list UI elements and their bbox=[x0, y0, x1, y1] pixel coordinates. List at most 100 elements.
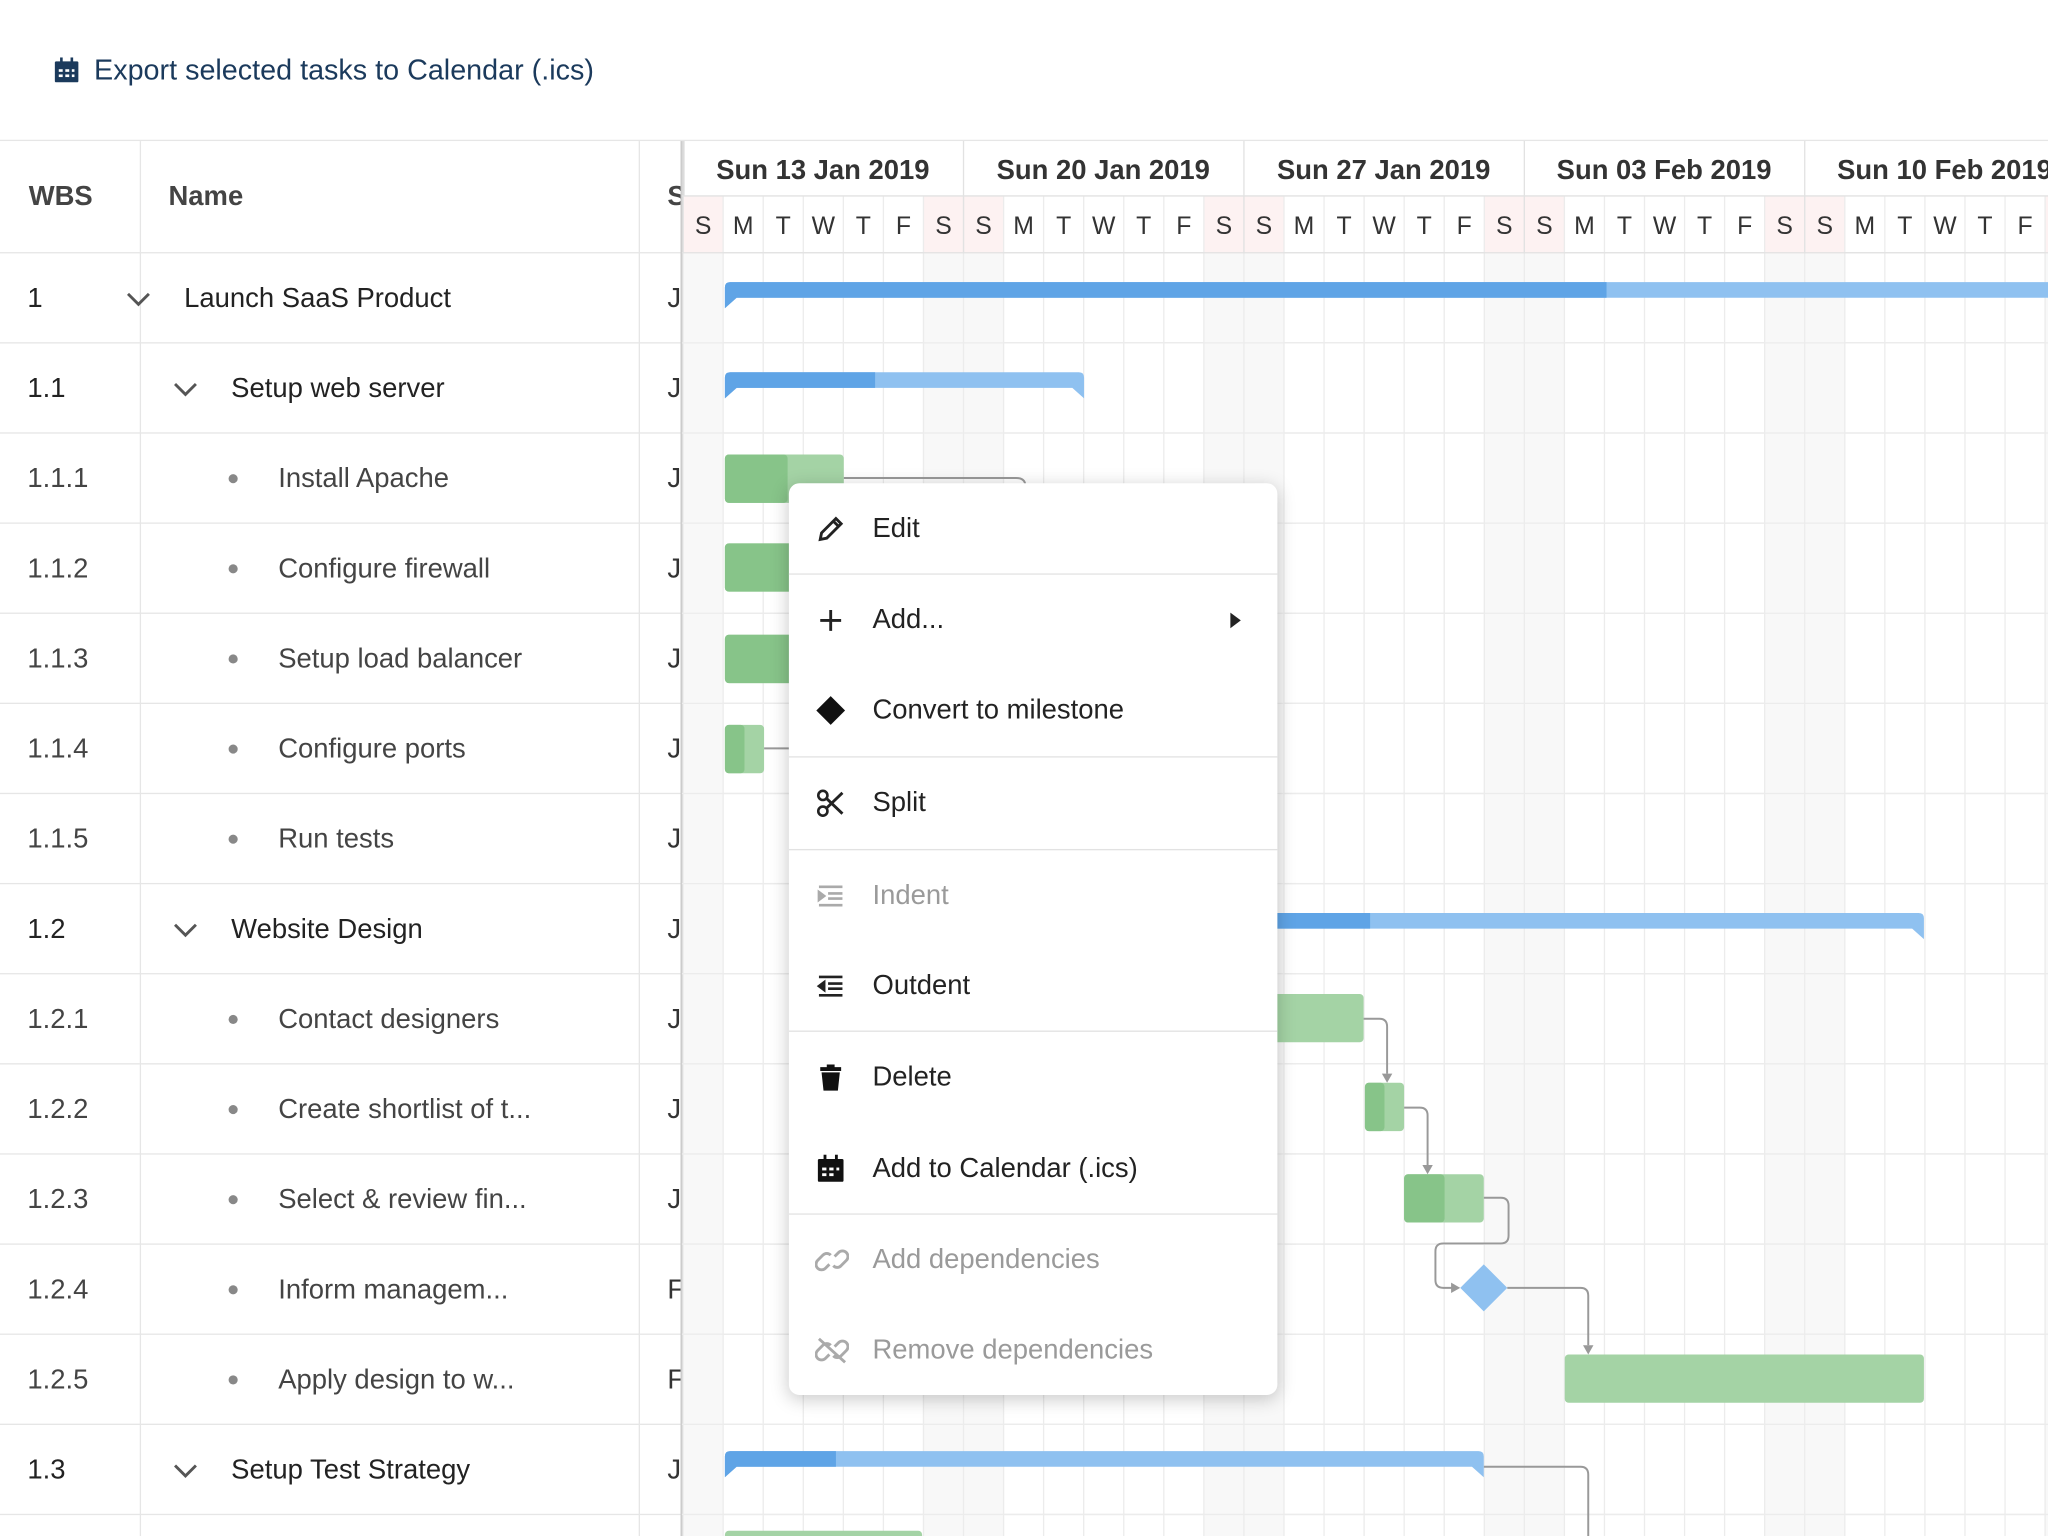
separator bbox=[788, 848, 1278, 851]
day-label: M bbox=[1574, 213, 1595, 240]
task-name: Setup Test Strategy bbox=[231, 1455, 471, 1486]
task-bar bbox=[724, 1530, 923, 1536]
menu-item[interactable]: Split bbox=[789, 758, 1277, 848]
task-progress bbox=[1404, 1174, 1445, 1223]
task-bar bbox=[1564, 1354, 1924, 1403]
weekend-header bbox=[2045, 195, 2048, 254]
menu-item[interactable]: Convert to milestone bbox=[789, 665, 1277, 755]
day-label: T bbox=[1417, 213, 1432, 240]
weekend-header bbox=[1243, 195, 1284, 254]
summary-progress bbox=[724, 282, 1607, 309]
task-progress bbox=[1364, 1082, 1385, 1132]
bullet bbox=[228, 1285, 238, 1295]
task-progress bbox=[724, 543, 797, 592]
summary-progress bbox=[724, 372, 876, 399]
expand-toggle[interactable] bbox=[171, 375, 200, 404]
menu-item[interactable]: Delete bbox=[789, 1032, 1277, 1122]
task-name: Install Apache bbox=[278, 463, 449, 494]
day-label: S bbox=[1256, 213, 1273, 240]
day-label: S bbox=[1536, 213, 1553, 240]
column-header[interactable]: WBS bbox=[28, 181, 93, 212]
summary-progress bbox=[724, 1451, 836, 1478]
task-progress bbox=[724, 454, 788, 503]
day-label: W bbox=[1933, 213, 1957, 240]
wbs-cell: 1.2.5 bbox=[27, 1364, 89, 1395]
start-cell: J bbox=[667, 1184, 681, 1215]
day-label: W bbox=[1653, 213, 1677, 240]
bullet bbox=[228, 564, 238, 574]
day-label: T bbox=[856, 213, 871, 240]
wbs-cell: 1.2.4 bbox=[27, 1274, 89, 1305]
weekend-header bbox=[923, 195, 964, 254]
weekend-header bbox=[1484, 195, 1525, 254]
weekend-header bbox=[1764, 195, 1805, 254]
menu-label: Edit bbox=[872, 512, 920, 543]
expand-toggle[interactable] bbox=[171, 1456, 200, 1485]
wbs-cell: 1.1.4 bbox=[27, 734, 89, 765]
start-cell: J bbox=[667, 373, 681, 404]
menu-item[interactable]: Add... bbox=[789, 575, 1277, 665]
weekend-column bbox=[1524, 253, 1565, 1536]
expand-toggle[interactable] bbox=[124, 285, 153, 314]
task-name: Apply design to w... bbox=[278, 1364, 515, 1395]
bullet bbox=[228, 654, 238, 664]
wbs-cell: 1.1.3 bbox=[27, 643, 89, 674]
bullet bbox=[228, 1104, 238, 1115]
task-name: Website Design bbox=[231, 914, 423, 945]
weekend-column bbox=[683, 253, 724, 1536]
dependency-line bbox=[1404, 1106, 1429, 1166]
dependency-arrow bbox=[1583, 1345, 1594, 1355]
weekend-header bbox=[1804, 195, 1845, 254]
dependency-line bbox=[1507, 1286, 1590, 1346]
export-label: Export selected tasks to Calendar (.ics) bbox=[94, 53, 594, 87]
calendar-icon bbox=[54, 57, 79, 83]
start-cell: J bbox=[667, 643, 681, 674]
wbs-cell: 1.3 bbox=[27, 1455, 66, 1486]
weekend-column bbox=[1764, 253, 1805, 1536]
bullet bbox=[228, 474, 238, 484]
week-label: Sun 13 Jan 2019 bbox=[716, 154, 929, 185]
task-name: Launch SaaS Product bbox=[184, 283, 452, 314]
separator bbox=[788, 573, 1278, 575]
task-name: Run tests bbox=[278, 824, 395, 855]
expand-toggle[interactable] bbox=[171, 916, 200, 945]
start-cell: J bbox=[667, 283, 681, 314]
start-cell: J bbox=[667, 1004, 681, 1035]
column-divider bbox=[638, 141, 640, 1536]
wbs-cell: 1.1.1 bbox=[27, 463, 89, 494]
menu-item[interactable]: Outdent bbox=[789, 940, 1277, 1030]
start-cell: F bbox=[667, 1245, 680, 1335]
export-button[interactable]: Export selected tasks to Calendar (.ics) bbox=[52, 50, 594, 92]
menu-item[interactable]: Add to Calendar (.ics) bbox=[789, 1123, 1277, 1213]
separator bbox=[788, 756, 1278, 758]
wbs-cell: 1.2.3 bbox=[27, 1184, 89, 1215]
day-label: F bbox=[896, 213, 911, 240]
menu-label: Add to Calendar (.ics) bbox=[872, 1152, 1138, 1183]
task-name: Inform managem... bbox=[278, 1274, 509, 1305]
column-header[interactable]: Name bbox=[168, 181, 244, 212]
day-label: T bbox=[1697, 213, 1712, 240]
menu-label: Add dependencies bbox=[872, 1244, 1100, 1275]
milestone bbox=[1460, 1264, 1508, 1312]
week-label: Sun 20 Jan 2019 bbox=[997, 154, 1210, 185]
start-cell: J bbox=[667, 734, 681, 765]
task-name: Setup web server bbox=[231, 373, 445, 404]
start-cell: J bbox=[667, 914, 681, 945]
task-progress bbox=[724, 634, 797, 684]
menu-label: Outdent bbox=[872, 969, 971, 1000]
start-cell: J bbox=[667, 1455, 681, 1486]
menu-item[interactable]: Edit bbox=[789, 483, 1277, 573]
weekend-header bbox=[683, 195, 724, 254]
day-label: W bbox=[812, 213, 836, 240]
day-label: F bbox=[2017, 213, 2032, 240]
day-label: M bbox=[1855, 213, 1876, 240]
dependency-arrow bbox=[1381, 1073, 1393, 1083]
wbs-cell: 1.1 bbox=[27, 373, 66, 404]
task-name: Configure firewall bbox=[278, 553, 491, 584]
dependency-arrow bbox=[1451, 1282, 1461, 1294]
weekend-column bbox=[1804, 253, 1845, 1536]
weekend-header bbox=[963, 195, 1004, 254]
bullet bbox=[228, 1195, 238, 1205]
bullet bbox=[228, 834, 238, 844]
